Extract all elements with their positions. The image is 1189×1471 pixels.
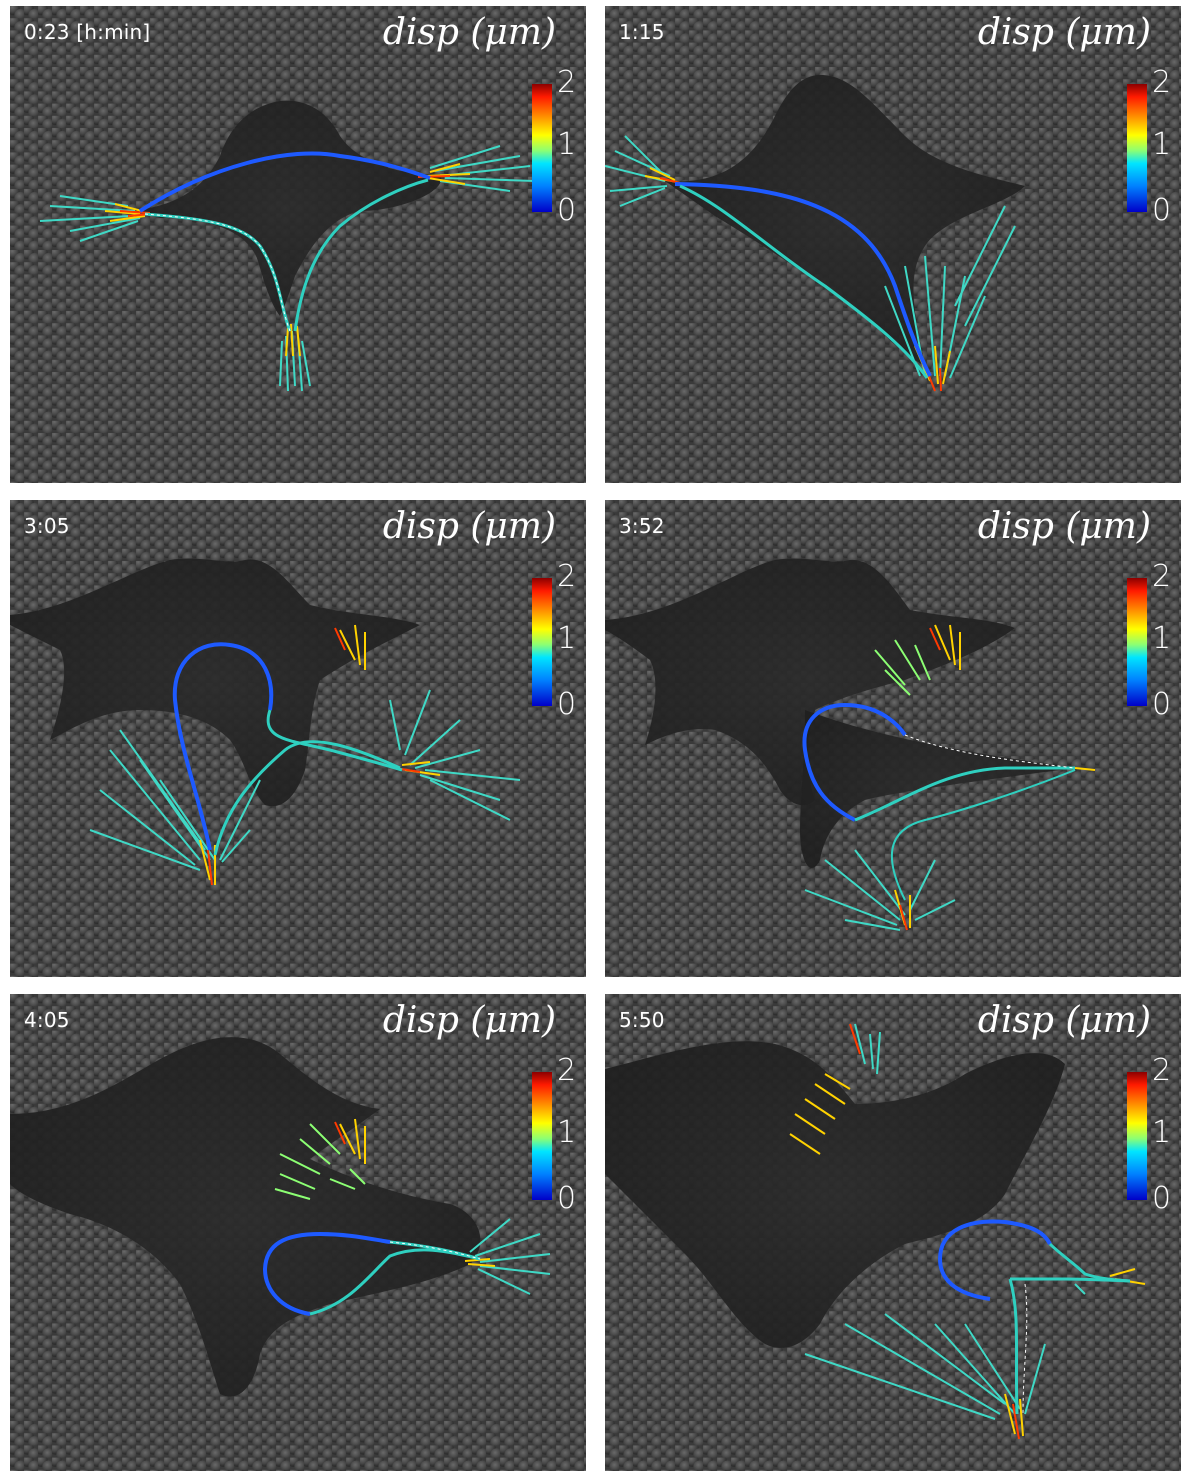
displacement-arrows <box>789 1023 1146 1440</box>
colorbar <box>1127 84 1147 212</box>
microscopy-scene <box>10 994 586 1471</box>
colorbar-tick-mid: 1 <box>1152 621 1172 656</box>
colorbar-title: disp (μm) <box>977 12 1151 53</box>
microscopy-scene <box>605 500 1181 977</box>
colorbar-tick-mid: 1 <box>557 621 577 656</box>
panel-5-50: 5:50 disp (μm) 2 1 0 <box>605 994 1181 1471</box>
colorbar-tick-min: 0 <box>557 193 577 228</box>
colorbar-tick-min: 0 <box>1152 687 1172 722</box>
colorbar-title: disp (μm) <box>977 506 1151 547</box>
panel-4-05: 4:05 disp (μm) 2 1 0 <box>10 994 586 1471</box>
colorbar-title: disp (μm) <box>382 506 556 547</box>
filament-blue <box>674 182 932 377</box>
colorbar-tick-min: 0 <box>1152 1181 1172 1216</box>
panel-3-05: 3:05 disp (μm) 2 1 0 <box>10 500 586 977</box>
displacement-arrows <box>39 145 536 392</box>
cell-body <box>130 100 442 316</box>
colorbar <box>1127 578 1147 706</box>
filament-blue <box>172 642 274 851</box>
colorbar-tick-mid: 1 <box>1152 127 1172 162</box>
colorbar <box>1127 1072 1147 1200</box>
colorbar-tick-max: 2 <box>557 65 577 100</box>
timestamp: 3:05 <box>24 514 70 538</box>
colorbar-tick-min: 0 <box>557 1181 577 1216</box>
colorbar-tick-max: 2 <box>557 1053 577 1088</box>
cell-body <box>605 558 1015 806</box>
displacement-arrows <box>274 1118 551 1295</box>
panel-3-52: 3:52 disp (μm) 2 1 0 <box>605 500 1181 977</box>
microscopy-scene <box>605 994 1181 1471</box>
colorbar-tick-max: 2 <box>1152 65 1172 100</box>
cell-body <box>10 558 420 807</box>
colorbar-tick-mid: 1 <box>557 1115 577 1150</box>
cell-body <box>10 1037 481 1397</box>
colorbar-title: disp (μm) <box>382 12 556 53</box>
timestamp: 4:05 <box>24 1008 70 1032</box>
colorbar-tick-min: 0 <box>557 687 577 722</box>
timestamp: 0:23 [h:min] <box>24 20 151 44</box>
colorbar-tick-mid: 1 <box>557 127 577 162</box>
colorbar-tick-mid: 1 <box>1152 1115 1172 1150</box>
colorbar-tick-max: 2 <box>1152 559 1172 594</box>
displacement-arrows <box>804 624 1096 931</box>
filament-blue <box>802 702 907 822</box>
cell-body <box>605 1041 1065 1348</box>
colorbar <box>532 578 552 706</box>
microscopy-scene <box>10 6 586 483</box>
filament-blue <box>262 1231 391 1316</box>
timestamp: 3:52 <box>619 514 665 538</box>
displacement-arrows <box>89 624 521 886</box>
colorbar-title: disp (μm) <box>977 1000 1151 1041</box>
filament-cyan <box>854 766 1075 822</box>
microscopy-scene <box>10 500 586 977</box>
filament-blue <box>937 1219 1052 1301</box>
panel-0-23: 0:23 [h:min] disp (μm) 2 1 0 <box>10 6 586 483</box>
colorbar <box>532 84 552 212</box>
colorbar-title: disp (μm) <box>382 1000 556 1041</box>
panel-1-15: 1:15 disp (μm) 2 1 0 <box>605 6 1181 483</box>
filament-blue <box>138 151 431 213</box>
filament-cyan <box>266 709 403 772</box>
colorbar <box>532 1072 552 1200</box>
colorbar-tick-min: 0 <box>1152 193 1172 228</box>
colorbar-tick-max: 2 <box>1152 1053 1172 1088</box>
timestamp: 1:15 <box>619 20 665 44</box>
colorbar-tick-max: 2 <box>557 559 577 594</box>
timestamp: 5:50 <box>619 1008 665 1032</box>
microscopy-scene <box>605 6 1181 483</box>
filament-cyan <box>679 184 929 379</box>
